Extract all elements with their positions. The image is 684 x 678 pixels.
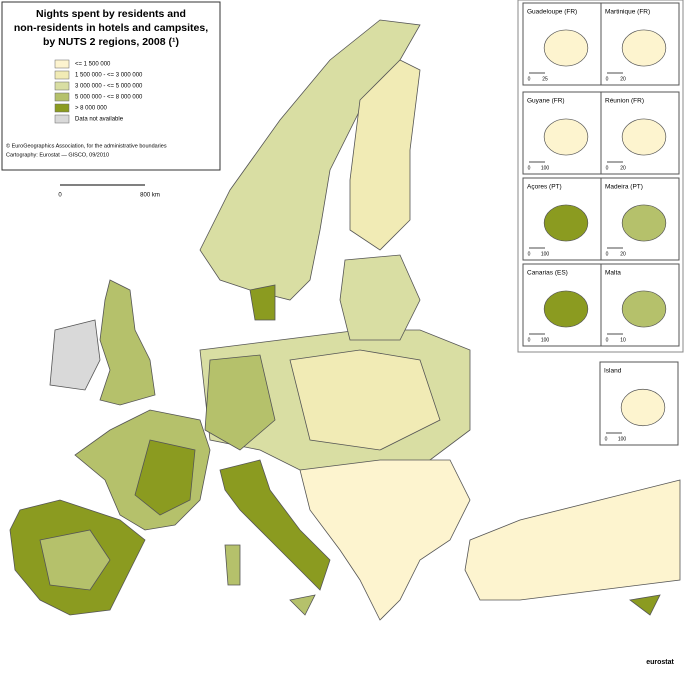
- inset-scale-label: 20: [620, 76, 626, 82]
- inset-scale-label: 25: [542, 76, 548, 82]
- legend-label: > 8 000 000: [75, 106, 108, 112]
- legend-swatch: [54, 114, 70, 124]
- inset-name: Açores (PT): [527, 184, 562, 191]
- legend-label: 3 000 000 - <= 5 000 000: [75, 84, 143, 90]
- title-line: Nights spent by residents and: [36, 8, 186, 20]
- legend-swatch: [54, 92, 70, 102]
- legend-label: Data not available: [75, 117, 124, 123]
- inset-land: [543, 290, 589, 328]
- inset-scale-label: 0: [528, 76, 531, 82]
- inset-scale-label: 0: [528, 165, 531, 171]
- inset-scale-label: 0: [606, 337, 609, 343]
- logo: eurostat: [646, 659, 674, 666]
- inset-name: Réunion (FR): [605, 98, 644, 105]
- inset-scale-label: 20: [620, 165, 626, 171]
- inset-scale-label: 0: [606, 165, 609, 171]
- title-line: by NUTS 2 regions, 2008 (¹): [43, 36, 179, 48]
- inset-land: [543, 118, 589, 156]
- scale-bar: 0 800 km: [58, 184, 160, 199]
- inset-land: [543, 204, 589, 242]
- inset-land: [620, 388, 666, 427]
- inset-land: [621, 204, 667, 242]
- title: Nights spent by residents and non-residen…: [14, 8, 208, 48]
- insets: Guadeloupe (FR) 0 25 Martinique (FR) 0 20 Guya…: [522, 2, 680, 446]
- inset-scale-label: 100: [541, 251, 550, 257]
- legend-swatch: [54, 103, 70, 113]
- inset-land: [621, 29, 667, 67]
- scale-label: 800 km: [140, 193, 160, 199]
- inset-scale-label: 10: [620, 337, 626, 343]
- scale-label: 0: [58, 193, 62, 199]
- inset-name: Madeira (PT): [605, 184, 643, 191]
- credit-line: © EuroGeographics Association, for the a…: [6, 142, 167, 149]
- inset-name: Canarias (ES): [527, 270, 568, 277]
- inset-name: Malta: [605, 270, 621, 277]
- credit-line: Cartography: Eurostat — GISCO, 09/2010: [6, 152, 109, 158]
- legend: <= 1 500 000 1 500 000 - <= 3 000 000 3 00…: [54, 59, 143, 124]
- legend-label: 1 500 000 - <= 3 000 000: [75, 73, 143, 79]
- inset-scale-label: 100: [541, 165, 550, 171]
- legend-swatch: [54, 59, 70, 69]
- inset-land: [621, 290, 667, 328]
- inset-name: Island: [604, 368, 622, 375]
- inset-land: [543, 29, 589, 67]
- legend-label: <= 1 500 000: [75, 62, 111, 68]
- inset-name: Martinique (FR): [605, 9, 650, 16]
- legend-swatch: [54, 70, 70, 80]
- inset-scale-label: 0: [606, 76, 609, 82]
- inset-scale-label: 20: [620, 251, 626, 257]
- legend-swatch: [54, 81, 70, 91]
- inset-scale-label: 100: [618, 436, 627, 442]
- legend-label: 5 000 000 - <= 8 000 000: [75, 95, 143, 101]
- inset-scale-label: 0: [606, 251, 609, 257]
- legend-box: [1, 1, 221, 171]
- land: [9, 19, 681, 621]
- inset-scale-label: 100: [541, 337, 550, 343]
- inset-land: [621, 118, 667, 156]
- inset-name: Guyane (FR): [527, 98, 565, 105]
- inset-name: Guadeloupe (FR): [527, 9, 577, 16]
- inset-scale-label: 0: [528, 251, 531, 257]
- inset-scale-label: 0: [605, 436, 608, 442]
- credits: © EuroGeographics Association, for the a…: [6, 142, 167, 158]
- inset-scale-label: 0: [528, 337, 531, 343]
- title-line: non-residents in hotels and campsites,: [14, 22, 208, 34]
